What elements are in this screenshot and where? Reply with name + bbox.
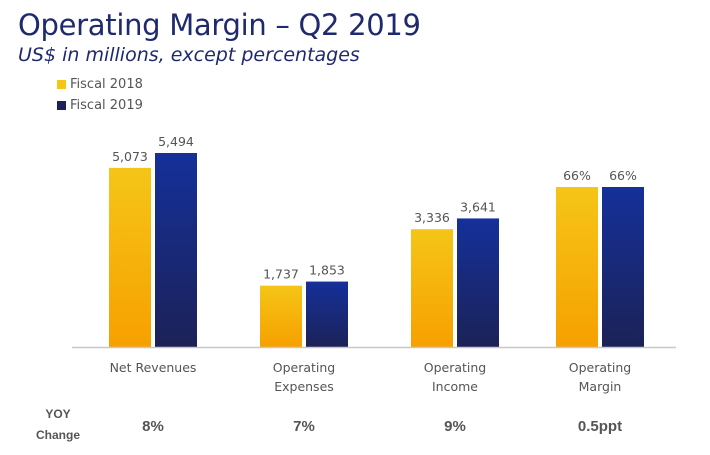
yoy-value-operating-margin: 0.5ppt <box>578 418 622 435</box>
category-label-operating-expenses: Operating <box>273 360 336 375</box>
legend-label-fiscal-2019: Fiscal 2019 <box>70 98 143 113</box>
data-label-operating-margin-fiscal-2018: 66% <box>563 168 591 183</box>
bar-net-revenues-fiscal-2019 <box>155 153 197 347</box>
bar-operating-expenses-fiscal-2018 <box>260 285 302 347</box>
chart-subtitle: US$ in millions, except percentages <box>18 44 360 66</box>
bar-net-revenues-fiscal-2018 <box>109 167 151 347</box>
data-label-net-revenues-fiscal-2019: 5,494 <box>158 134 194 149</box>
data-label-operating-income-fiscal-2018: 3,336 <box>414 210 450 225</box>
bar-operating-income-fiscal-2019 <box>457 218 499 347</box>
legend-item-fiscal-2018: Fiscal 2018 <box>57 74 143 95</box>
chart-title: Operating Margin – Q2 2019 <box>18 8 421 42</box>
bar-operating-expenses-fiscal-2019 <box>306 281 348 347</box>
data-label-operating-income-fiscal-2019: 3,641 <box>460 199 496 214</box>
data-label-operating-margin-fiscal-2019: 66% <box>609 168 637 183</box>
yoy-value-net-revenues: 8% <box>142 418 164 435</box>
bar-operating-margin-fiscal-2018 <box>556 187 598 347</box>
legend-swatch-fiscal-2019 <box>57 101 66 110</box>
yoy-label-line1: YOY <box>45 407 71 421</box>
data-label-net-revenues-fiscal-2018: 5,073 <box>112 149 148 164</box>
yoy-value-operating-expenses: 7% <box>293 418 315 435</box>
legend-item-fiscal-2019: Fiscal 2019 <box>57 95 143 116</box>
category-label-operating-income-line2: Income <box>432 379 478 394</box>
category-label-net-revenues: Net Revenues <box>110 360 197 375</box>
data-label-operating-expenses-fiscal-2019: 1,853 <box>309 263 345 278</box>
legend-swatch-fiscal-2018 <box>57 80 66 89</box>
category-label-operating-income: Operating <box>424 360 487 375</box>
category-label-operating-margin-line2: Margin <box>579 379 622 394</box>
legend: Fiscal 2018 Fiscal 2019 <box>57 74 143 116</box>
legend-label-fiscal-2018: Fiscal 2018 <box>70 77 143 92</box>
bar-operating-income-fiscal-2018 <box>411 229 453 347</box>
data-label-operating-expenses-fiscal-2018: 1,737 <box>263 267 299 282</box>
yoy-value-operating-income: 9% <box>444 418 466 435</box>
category-label-operating-expenses-line2: Expenses <box>274 379 334 394</box>
category-label-operating-margin: Operating <box>569 360 632 375</box>
yoy-label-line2: Change <box>35 428 80 442</box>
bar-operating-margin-fiscal-2019 <box>602 187 644 347</box>
